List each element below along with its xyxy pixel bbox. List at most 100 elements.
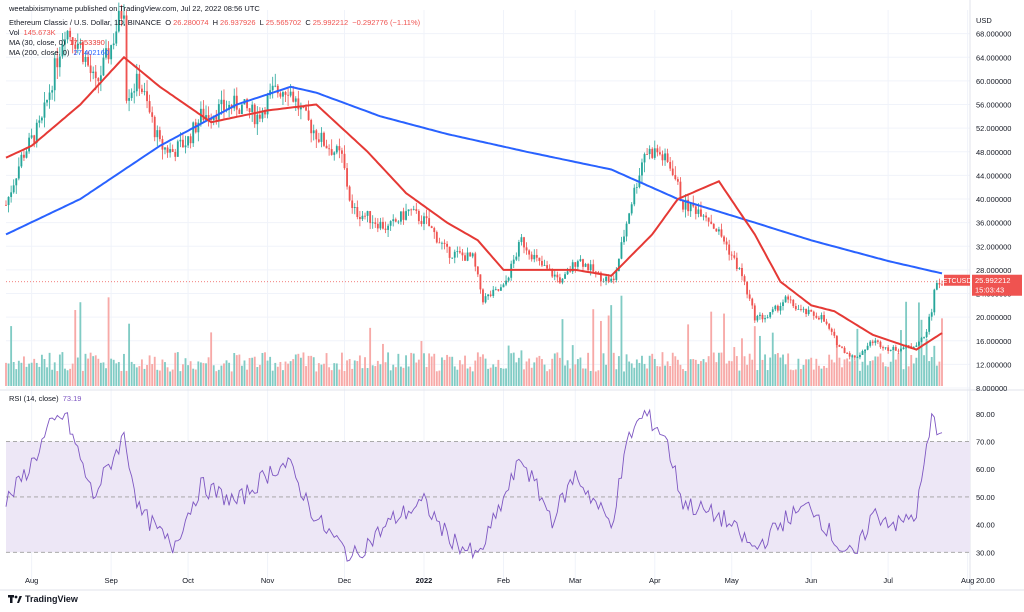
candle-body <box>856 357 859 359</box>
close-value: 25.992212 <box>312 18 349 27</box>
volume-bar <box>543 364 546 386</box>
time-tick-label: Jul <box>883 576 893 585</box>
candle-body <box>187 136 189 146</box>
volume-bar <box>882 362 884 386</box>
candle-body <box>776 305 779 311</box>
volume-bar <box>364 357 366 386</box>
volume-bar <box>387 352 390 386</box>
candle-body <box>935 283 938 290</box>
volume-bar <box>146 364 148 386</box>
volume-bar <box>30 362 33 386</box>
candle-body <box>884 347 887 349</box>
candle-body <box>30 135 33 138</box>
candle-body <box>341 150 343 154</box>
candle-body <box>579 259 582 262</box>
candle-body <box>38 120 41 123</box>
candle-body <box>507 277 510 281</box>
volume-bar <box>74 310 77 386</box>
volume-bar <box>666 361 669 386</box>
volume-bar <box>210 332 213 386</box>
volume-bar <box>120 370 123 386</box>
volume-bar <box>892 349 895 386</box>
volume-bar <box>810 357 813 386</box>
candle-body <box>623 236 625 243</box>
candle-body <box>859 354 861 358</box>
volume-bar <box>620 295 623 386</box>
volume-bar <box>864 350 866 386</box>
volume-bar <box>153 356 156 386</box>
candle-body <box>487 294 490 297</box>
candle-body <box>687 199 690 212</box>
rsi-pane <box>5 408 970 562</box>
candle-body <box>17 166 20 179</box>
candle-body <box>384 228 387 230</box>
volume-bar <box>138 366 141 386</box>
time-tick-label: Aug <box>961 576 974 585</box>
price-tick-label: 44.000000 <box>976 171 1011 180</box>
candle-body <box>335 146 338 153</box>
volume-bar <box>38 366 41 386</box>
candle-body <box>171 149 174 152</box>
candle-body <box>451 257 454 259</box>
volume-bar <box>741 338 743 386</box>
volume-bar <box>61 352 64 386</box>
candle-body <box>628 213 631 224</box>
candle-body <box>312 130 315 134</box>
volume-bar <box>848 361 851 386</box>
candle-body <box>866 345 869 350</box>
volume-bar <box>176 352 179 386</box>
volume-bar <box>710 311 713 386</box>
candle-body <box>697 209 700 214</box>
candle-body <box>82 42 84 62</box>
volume-bar <box>910 354 913 386</box>
volume-bar <box>164 362 166 386</box>
volume-bar <box>415 362 418 386</box>
volume-bar <box>789 369 792 386</box>
volume-bar <box>828 354 831 386</box>
candle-body <box>864 349 866 352</box>
volume-bar <box>17 360 20 386</box>
candle-body <box>133 91 136 93</box>
candle-body <box>448 246 451 258</box>
candle-body <box>684 199 687 210</box>
candle-body <box>99 75 102 82</box>
rsi-tick-label: 50.00 <box>976 493 995 502</box>
candle-body <box>902 347 905 350</box>
candle-body <box>294 98 297 102</box>
volume-bar <box>800 369 802 386</box>
volume-bar <box>730 361 733 386</box>
candle-body <box>56 58 59 68</box>
volume-bar <box>51 369 54 386</box>
volume-bar <box>628 361 631 386</box>
candle-body <box>105 48 107 58</box>
candle-body <box>528 250 531 255</box>
candle-body <box>143 91 146 93</box>
candle-body <box>284 92 287 95</box>
candle-body <box>253 104 256 125</box>
volume-bar <box>399 366 402 386</box>
volume-bar <box>23 356 25 386</box>
volume-bar <box>182 364 184 386</box>
volume-bar <box>653 358 656 386</box>
candle-body <box>607 276 610 282</box>
volume-bar <box>307 355 310 386</box>
volume-bar <box>694 359 697 386</box>
volume-bar <box>205 363 207 386</box>
volume-bar <box>661 352 664 386</box>
rsi-tick-label: 70.00 <box>976 438 995 447</box>
volume-bar <box>82 370 84 386</box>
candle-body <box>912 346 915 348</box>
candle-body <box>58 56 61 68</box>
candle-body <box>674 175 677 180</box>
volume-bar <box>679 364 682 386</box>
price-tick-label: 36.000000 <box>976 219 1011 228</box>
volume-bar <box>633 367 636 386</box>
candle-body <box>92 71 95 74</box>
volume-bar <box>925 338 928 386</box>
volume-bar <box>797 358 800 386</box>
footer-brand[interactable]: TradingView <box>8 594 78 604</box>
volume-bar <box>623 371 625 386</box>
close-label: C <box>305 18 311 27</box>
